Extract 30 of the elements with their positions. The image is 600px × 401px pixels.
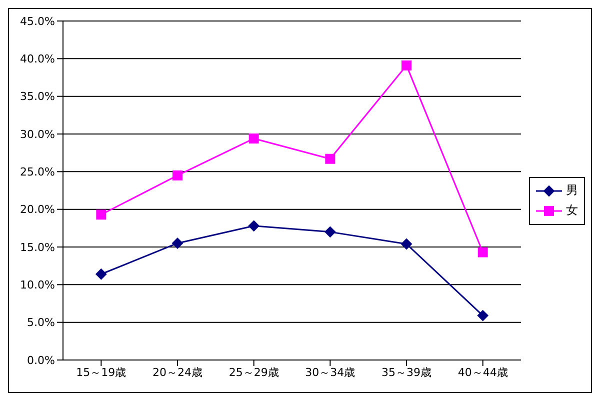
y-tick-label: 0.0% bbox=[27, 354, 55, 367]
point bbox=[402, 60, 412, 70]
y-tick-label: 35.0% bbox=[20, 90, 55, 104]
x-tick-label: 40～44歳 bbox=[458, 366, 508, 379]
point bbox=[325, 154, 336, 164]
point bbox=[172, 238, 183, 249]
x-tick-label: 30～34歳 bbox=[305, 366, 356, 379]
y-tick-label: 20.0% bbox=[20, 203, 55, 216]
y-tick-label: 15.0% bbox=[20, 240, 55, 254]
x-tick-label: 20～24歳 bbox=[152, 366, 202, 379]
y-tick-label: 5.0% bbox=[27, 316, 55, 330]
legend-label: 男 bbox=[566, 182, 578, 199]
x-tick-label: 25～29歳 bbox=[228, 366, 279, 379]
point bbox=[477, 310, 488, 322]
x-tick-label: 35～39歳 bbox=[382, 366, 432, 379]
point bbox=[401, 238, 412, 250]
y-tick-label: 45.0% bbox=[20, 14, 55, 28]
point bbox=[172, 170, 182, 180]
y-tick-label: 30.0% bbox=[20, 128, 55, 141]
point bbox=[248, 134, 259, 144]
point bbox=[96, 268, 107, 280]
point bbox=[324, 226, 336, 238]
point bbox=[96, 210, 106, 220]
y-tick-label: 25.0% bbox=[20, 166, 55, 179]
legend-label: 女 bbox=[566, 202, 578, 219]
y-tick-label: 10.0% bbox=[20, 278, 55, 292]
point bbox=[478, 247, 488, 258]
point bbox=[248, 220, 260, 232]
y-tick-label: 40.0% bbox=[20, 52, 55, 66]
x-tick-label: 15～19歳 bbox=[76, 366, 126, 379]
